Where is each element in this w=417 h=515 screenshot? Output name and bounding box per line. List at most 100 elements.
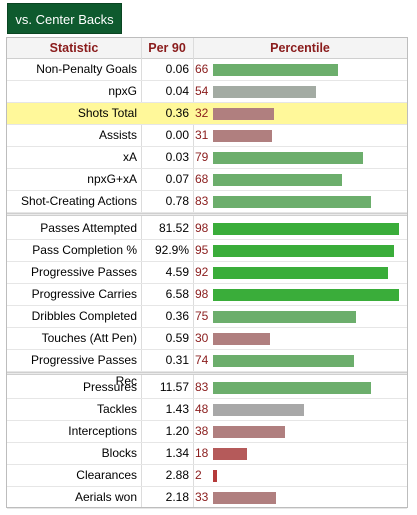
- per90-value: 0.00: [165, 128, 189, 142]
- percentile-value: 83: [195, 194, 209, 208]
- table-row: Touches (Att Pen) 0.59 30: [7, 328, 407, 350]
- percentile-value: 75: [195, 309, 209, 323]
- percentile-bar: [213, 426, 285, 438]
- table-row: npxG+xA 0.07 68: [7, 169, 407, 191]
- stat-label: Touches (Att Pen): [41, 331, 137, 345]
- stat-label: Pressures: [82, 380, 137, 394]
- per90-value: 0.31: [165, 353, 189, 367]
- group-separator: [7, 213, 407, 216]
- percentile-value: 31: [195, 128, 209, 142]
- percentile-value: 18: [195, 446, 209, 460]
- per90-value: 1.20: [165, 424, 189, 438]
- percentile-bar: [213, 289, 399, 301]
- percentile-value: 2: [195, 468, 202, 482]
- stat-label: Tackles: [96, 402, 137, 416]
- stat-label: Aerials won: [74, 490, 137, 504]
- per90-value: 0.78: [165, 194, 189, 208]
- percentile-value: 30: [195, 331, 209, 345]
- per90-value: 0.03: [165, 150, 189, 164]
- per90-value: 0.07: [165, 172, 189, 186]
- column-divider: [193, 38, 194, 507]
- stat-label: Pass Completion %: [32, 243, 137, 257]
- percentile-bar: [213, 223, 399, 235]
- stat-label: Non-Penalty Goals: [36, 62, 137, 76]
- tab-vs-center-backs[interactable]: vs. Center Backs: [7, 3, 122, 34]
- stat-label: Dribbles Completed: [31, 309, 137, 323]
- stat-label: Shot-Creating Actions: [20, 194, 137, 208]
- table-header: Statistic Per 90 Percentile: [7, 38, 407, 59]
- percentile-bar: [213, 64, 338, 76]
- stat-label: Shots Total: [77, 106, 137, 120]
- table-row: Assists 0.00 31: [7, 125, 407, 147]
- percentile-value: 92: [195, 265, 209, 279]
- table-row: npxG 0.04 54: [7, 81, 407, 103]
- percentile-bar: [213, 470, 217, 482]
- per90-value: 6.58: [165, 287, 189, 301]
- per90-value: 1.34: [165, 446, 189, 460]
- table-row: Shots Total 0.36 32: [7, 103, 407, 125]
- stat-label: Assists: [98, 128, 137, 142]
- stat-label: npxG+xA: [87, 172, 137, 186]
- header-percentile[interactable]: Percentile: [270, 41, 330, 55]
- per90-value: 0.06: [165, 62, 189, 76]
- percentile-value: 32: [195, 106, 209, 120]
- column-divider: [141, 38, 142, 507]
- percentile-bar: [213, 174, 342, 186]
- table-row: Dribbles Completed 0.36 75: [7, 306, 407, 328]
- group-separator: [7, 372, 407, 375]
- table-row: Progressive Passes 4.59 92: [7, 262, 407, 284]
- stat-label: xA: [122, 150, 137, 164]
- stat-label: Clearances: [76, 468, 137, 482]
- percentile-bar: [213, 130, 272, 142]
- percentile-bar: [213, 311, 356, 323]
- per90-value: 0.04: [165, 84, 189, 98]
- percentile-value: 83: [195, 380, 209, 394]
- per90-value: 0.36: [165, 309, 189, 323]
- per90-value: 1.43: [165, 402, 189, 416]
- table-row: Aerials won 2.18 33: [7, 487, 407, 509]
- table-row: Progressive Passes Rec 0.31 74: [7, 350, 407, 388]
- percentile-bar: [213, 196, 371, 208]
- percentile-bar: [213, 382, 371, 394]
- per90-value: 92.9%: [154, 243, 189, 257]
- header-statistic[interactable]: Statistic: [49, 41, 99, 55]
- per90-value: 2.18: [165, 490, 189, 504]
- table-row: Clearances 2.88 2: [7, 465, 407, 487]
- percentile-value: 33: [195, 490, 209, 504]
- table-row: Tackles 1.43 48: [7, 399, 407, 421]
- stat-label: Interceptions: [68, 424, 137, 438]
- percentile-bar: [213, 108, 274, 120]
- table-row: Passes Attempted 81.52 98: [7, 218, 407, 240]
- percentile-value: 74: [195, 353, 209, 367]
- percentile-value: 54: [195, 84, 209, 98]
- per90-value: 81.52: [158, 221, 189, 235]
- percentile-bar: [213, 86, 316, 98]
- per90-value: 11.57: [159, 380, 189, 394]
- percentile-bar: [213, 404, 304, 416]
- per90-value: 0.59: [165, 331, 189, 345]
- table-row: Pressures 11.57 83: [7, 377, 407, 399]
- percentile-bar: [213, 267, 388, 279]
- percentile-value: 98: [195, 221, 209, 235]
- percentile-value: 68: [195, 172, 209, 186]
- per90-value: 4.59: [165, 265, 189, 279]
- header-per90[interactable]: Per 90: [148, 41, 186, 55]
- stat-label: Progressive Carries: [31, 287, 137, 301]
- stat-label: Progressive Passes Rec: [30, 353, 137, 388]
- table-row: Shot-Creating Actions 0.78 83: [7, 191, 407, 213]
- percentile-bar: [213, 355, 354, 367]
- percentile-value: 95: [195, 243, 209, 257]
- table-row: Progressive Carries 6.58 98: [7, 284, 407, 306]
- percentile-value: 98: [195, 287, 209, 301]
- percentile-bar: [213, 245, 394, 257]
- stat-label: npxG: [108, 84, 137, 98]
- percentile-value: 48: [195, 402, 209, 416]
- percentile-bar: [213, 448, 247, 460]
- percentile-table: Statistic Per 90 Percentile Non-Penalty …: [6, 37, 408, 509]
- per90-value: 2.88: [165, 468, 189, 482]
- per90-value: 0.36: [165, 106, 189, 120]
- table-row: Pass Completion % 92.9% 95: [7, 240, 407, 262]
- table-row: xA 0.03 79: [7, 147, 407, 169]
- stat-label: Blocks: [101, 446, 137, 460]
- table-row: Blocks 1.34 18: [7, 443, 407, 465]
